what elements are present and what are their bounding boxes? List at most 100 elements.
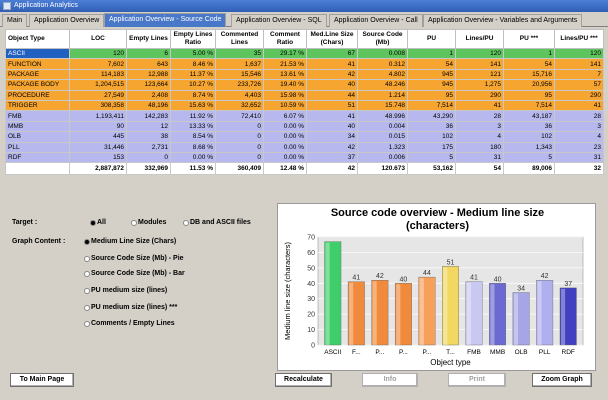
table-cell: 40 (306, 79, 358, 91)
column-header[interactable]: Comment Ratio (263, 29, 307, 49)
column-header[interactable]: Empty Lines Ratio (170, 29, 216, 49)
table-cell: 90 (69, 120, 127, 133)
table-cell: 28 (455, 110, 504, 122)
column-header[interactable]: LOC (69, 29, 127, 49)
table-cell: 290 (455, 89, 504, 101)
y-tick-label: 40 (307, 281, 315, 288)
table-cell: 42 (306, 68, 358, 81)
table-cell: TRIGGER (5, 99, 70, 112)
graph-source-size-bar-radio[interactable]: Source Code Size (Mb) - Bar (84, 270, 185, 277)
table-cell: 11.37 % (170, 68, 216, 81)
table-cell: 233,726 (215, 79, 264, 91)
table-cell: 4 (455, 131, 504, 143)
table-cell: MMB (5, 120, 70, 133)
table-cell: 120 (455, 47, 504, 60)
tab-source-code[interactable]: Application Overview - Source Code (104, 13, 227, 27)
chart-bar (512, 292, 530, 346)
graph-pu-medium-size-star-radio[interactable]: PU medium size (lines) *** (84, 304, 177, 311)
table-cell: 95 (407, 89, 456, 101)
table-cell: 308,358 (69, 99, 127, 112)
table-cell: 4 (554, 131, 604, 143)
table-cell: 48.996 (357, 110, 408, 122)
table-row[interactable]: OLB 445 38 8.54 % 0 0.00 % 34 0.015 102 4 102 4 (5, 131, 604, 143)
target-db-ascii-radio[interactable]: DB and ASCII files (183, 219, 251, 226)
table-cell: 8.74 % (170, 89, 216, 101)
bar-highlight (537, 281, 542, 345)
table-cell: 41 (554, 99, 604, 112)
chart-bar (489, 283, 507, 346)
bar-data-label: 41 (352, 275, 360, 282)
target-all-radio[interactable]: All (90, 219, 106, 226)
x-tick-label: F... (352, 349, 361, 356)
table-cell: OLB (5, 131, 70, 143)
x-axis-label: Object type (430, 358, 471, 367)
table-cell: 54 (503, 58, 555, 70)
to-main-page-button[interactable]: To Main Page (10, 373, 74, 387)
table-row[interactable]: PROCEDURE 27,549 2,408 8.74 % 4,403 15.98 % 44… (5, 89, 604, 101)
table-row[interactable]: MMB 90 12 13.33 % 0 0.00 % 40 0.004 36 3 36 3 (5, 120, 604, 133)
graph-comments-empty-radio[interactable]: Comments / Empty Lines (84, 320, 175, 327)
zoom-graph-button[interactable]: Zoom Graph (532, 373, 592, 387)
table-cell: 3 (455, 120, 504, 133)
info-button[interactable]: Info (362, 373, 418, 387)
table-cell: 48,196 (126, 99, 171, 112)
table-cell: 114,183 (69, 68, 127, 81)
table-cell: 0.312 (357, 58, 408, 70)
table-cell: 7,514 (503, 99, 555, 112)
column-header[interactable]: Empty Lines (126, 29, 171, 49)
table-row[interactable]: PACKAGE BODY 1,204,515 123,664 10.27 % 233,7… (5, 79, 604, 91)
table-row[interactable]: TRIGGER 308,358 48,196 15.63 % 32,652 10.59 %… (5, 99, 604, 112)
source-code-table: Object Type LOC Empty Lines Empty Lines Rat… (5, 29, 604, 176)
graph-medium-line-size-radio[interactable]: Medium Line Size (Chars) (84, 238, 176, 245)
total-cell: 89,006 (503, 162, 555, 176)
table-row[interactable]: PLL 31,446 2,731 8.68 % 0 0.00 % 42 1.323 175 180… (5, 141, 604, 153)
y-tick-label: 10 (307, 327, 315, 334)
table-row[interactable]: ASCII 120 6 5.00 % 35 29.17 % 67 0.008 1 120 1 120 (5, 47, 604, 60)
graph-pu-medium-size-radio[interactable]: PU medium size (lines) (84, 287, 167, 294)
table-cell: FUNCTION (5, 58, 70, 70)
recalculate-button[interactable]: Recalculate (275, 373, 332, 387)
graph-source-size-pie-radio[interactable]: Source Code Size (Mb) - Pie (84, 255, 184, 262)
table-cell: 0.00 % (170, 151, 216, 164)
table-cell: 19.40 % (263, 79, 307, 91)
bar-data-label: 40 (400, 276, 408, 283)
table-cell: 6.07 % (263, 110, 307, 122)
table-cell: 445 (69, 131, 127, 143)
column-header[interactable]: Lines/PU *** (554, 29, 604, 49)
bar-data-label: 42 (376, 273, 384, 280)
table-cell: 4.802 (357, 68, 408, 81)
bar-highlight (349, 282, 354, 345)
table-cell: 2,408 (126, 89, 171, 101)
table-cell: 21.53 % (263, 58, 307, 70)
table-row[interactable]: PACKAGE 114,183 12,988 11.37 % 15,546 13.61 %… (5, 68, 604, 81)
table-cell: FMB (5, 110, 70, 122)
tab-call[interactable]: Application Overview - Call (329, 14, 423, 27)
table-cell: 120 (554, 47, 604, 60)
table-row[interactable]: RDF 153 0 0.00 % 0 0.00 % 37 0.006 5 31 5 31 (5, 151, 604, 164)
table-cell: 175 (407, 141, 456, 153)
column-header[interactable]: PU (407, 29, 456, 49)
table-cell: 72,410 (215, 110, 264, 122)
column-header[interactable]: Object Type (5, 29, 70, 49)
table-cell: 0.00 % (263, 131, 307, 143)
table-cell: 54 (407, 58, 456, 70)
tab-main[interactable]: Main (2, 14, 28, 27)
tab-sql[interactable]: Application Overview - SQL (231, 14, 327, 27)
y-tick-label: 0 (311, 343, 315, 350)
column-header[interactable]: Commented Lines (215, 29, 264, 49)
table-cell: 36 (503, 120, 555, 133)
target-modules-radio[interactable]: Modules (131, 219, 166, 226)
column-header[interactable]: Lines/PU (455, 29, 504, 49)
column-header[interactable]: Source Code (Mb) (357, 29, 408, 49)
tab-variables-arguments[interactable]: Application Overview - Variables and Arg… (423, 14, 583, 27)
table-cell: 290 (554, 89, 604, 101)
tab-application-overview[interactable]: Application Overview (29, 14, 105, 27)
bar-data-label: 41 (470, 275, 478, 282)
column-header[interactable]: Med.Line Size (Chars) (306, 29, 358, 49)
table-row[interactable]: FMB 1,193,411 142,283 11.92 % 72,410 6.07 % 41… (5, 110, 604, 122)
column-header[interactable]: PU *** (503, 29, 555, 49)
table-cell: 1,204,515 (69, 79, 127, 91)
table-cell: 13.61 % (263, 68, 307, 81)
table-row[interactable]: FUNCTION 7,602 643 8.46 % 1,637 21.53 % 41 0.31… (5, 58, 604, 70)
print-button[interactable]: Print (448, 373, 506, 387)
